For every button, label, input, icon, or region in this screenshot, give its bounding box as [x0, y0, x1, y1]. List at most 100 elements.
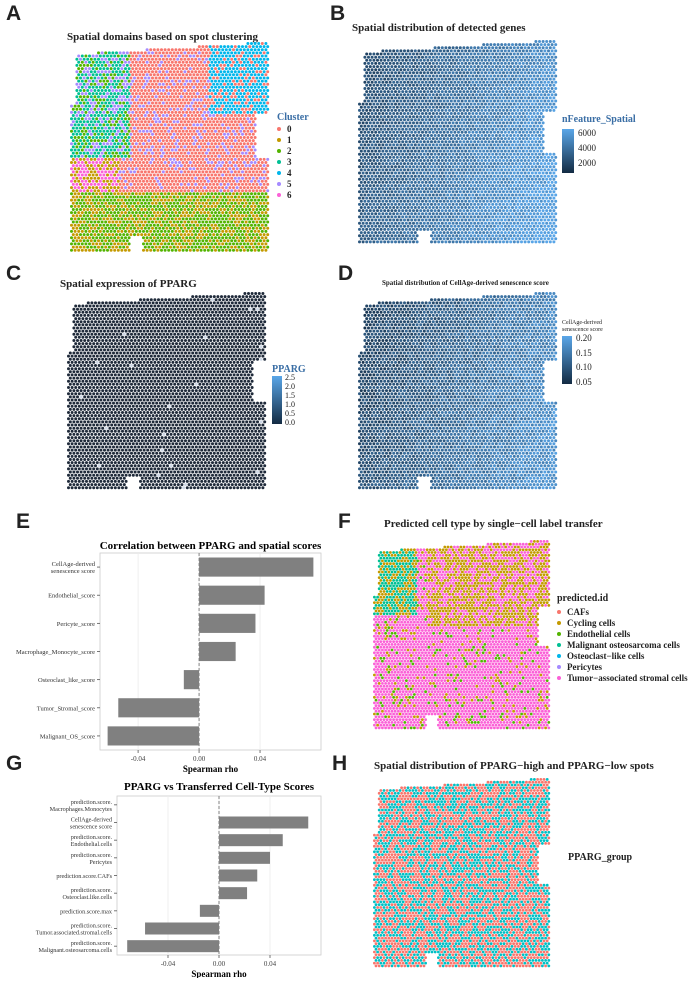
- spatial-map-clusters: [70, 42, 270, 252]
- legend-item: 5: [277, 178, 337, 189]
- legend-detected-genes: nFeature_Spatial 6000 4000 2000: [562, 114, 682, 184]
- legend-swatch: [557, 631, 561, 636]
- legend-swatch: [277, 170, 281, 175]
- spatial-map-senescence: [358, 292, 558, 490]
- legend-label: 5: [287, 179, 292, 189]
- legend-label: Malignant osteosarcoma cells: [567, 640, 680, 650]
- panel-letter-e: E: [16, 510, 30, 534]
- legend-clusters-title: Cluster: [277, 112, 337, 123]
- legend-swatch: [557, 609, 561, 614]
- panel-letter-h: H: [332, 752, 347, 776]
- legend-label: 3: [287, 157, 292, 167]
- bar: [199, 585, 265, 605]
- legend-swatch: [277, 137, 281, 142]
- bar: [219, 869, 258, 882]
- y-tick-label: Pericyte_score: [57, 621, 95, 628]
- legend-swatch: [557, 664, 561, 669]
- legend-swatch: [557, 620, 561, 625]
- spot-grid: [70, 42, 270, 252]
- panel-d-title: Spatial distribution of CellAge-derived …: [382, 279, 549, 287]
- legend-swatch: [557, 642, 561, 647]
- bar: [219, 887, 248, 900]
- bar: [219, 816, 309, 829]
- x-tick-label: 0.00: [193, 755, 206, 763]
- y-tick-label: Malignant_OS_score: [40, 733, 95, 740]
- x-axis-label: Spearman rho: [183, 764, 239, 774]
- bar: [107, 726, 200, 746]
- tick-label: 6000: [578, 128, 596, 138]
- legend-label: Tumor−associated stromal cells: [567, 673, 688, 683]
- legend-label: 4: [287, 168, 292, 178]
- spot-grid: [373, 778, 551, 968]
- bar: [118, 698, 200, 718]
- tick-label: 2.5: [285, 373, 295, 382]
- spatial-map-detected-genes: [358, 40, 558, 244]
- bar-chart-g: PPARG vs Transferred Cell-Type Scores -0.…: [36, 781, 322, 978]
- spot-grid: [373, 540, 551, 730]
- legend-senescence-title: CellAge-derived senescence score: [562, 320, 642, 334]
- legend-swatch: [277, 126, 281, 131]
- x-tick-label: 0.00: [213, 960, 226, 968]
- panel-c-title: Spatial expression of PPARG: [60, 278, 197, 290]
- panel-f-title: Predicted cell type by single−cell label…: [384, 518, 603, 530]
- tick-label: 0.0: [285, 418, 295, 427]
- legend-predicted-id-title: predicted.id: [557, 593, 697, 604]
- panel-letter-b: B: [330, 2, 345, 26]
- bar: [199, 641, 236, 662]
- tick-label: 1.5: [285, 391, 295, 400]
- bar: [219, 851, 270, 864]
- legend-item: 6: [277, 189, 337, 200]
- bar: [145, 922, 219, 935]
- spatial-map-pparg-group: [373, 778, 551, 968]
- bar: [199, 904, 219, 917]
- spot-grid: [358, 40, 558, 244]
- legend-label: 6: [287, 190, 292, 200]
- y-tick-label: CellAge-derived senescence score: [70, 817, 113, 831]
- tick-label: 0.15: [576, 348, 592, 358]
- legend-label: 2: [287, 146, 292, 156]
- legend-item: 3: [277, 156, 337, 167]
- colorbar-detected-genes: [562, 129, 574, 173]
- y-tick-label: prediction.score.max: [60, 908, 113, 915]
- spatial-map-predicted-celltype: [373, 540, 551, 730]
- y-tick-label: prediction.score. Endothelial.cells: [71, 834, 113, 848]
- tick-label: 1.0: [285, 400, 295, 409]
- legend-pparg-group-title: PPARG_group: [568, 852, 632, 863]
- legend-swatch: [557, 675, 561, 680]
- spot-grid: [358, 292, 558, 490]
- legend-predicted-id: predicted.id CAFs Cycling cells Endothelia…: [557, 593, 697, 683]
- y-tick-label: prediction.score. Osteoclast.like.cells: [63, 887, 113, 901]
- y-tick-label: Endothelial_score: [48, 593, 95, 600]
- legend-swatch: [277, 148, 281, 153]
- panel-h-title: Spatial distribution of PPARG−high and P…: [374, 760, 654, 772]
- x-tick-label: -0.04: [131, 755, 146, 763]
- tick-label: 2.0: [285, 382, 295, 391]
- chart-title: Correlation between PPARG and spatial sc…: [100, 540, 322, 552]
- legend-item: 1: [277, 134, 337, 145]
- legend-detected-genes-title: nFeature_Spatial: [562, 114, 682, 125]
- x-axis-label: Spearman rho: [191, 969, 247, 978]
- legend-label: Cycling cells: [567, 618, 615, 628]
- y-tick-label: prediction.score. Malignant.osteosarcoma.…: [38, 940, 112, 954]
- legend-item: 2: [277, 145, 337, 156]
- bar: [127, 940, 219, 953]
- legend-item: CAFs: [557, 606, 697, 617]
- x-tick-label: 0.04: [254, 755, 267, 763]
- spatial-map-pparg: [67, 292, 267, 490]
- legend-item: 4: [277, 167, 337, 178]
- y-tick-label: Tumor_Stromal_score: [37, 705, 95, 712]
- legend-item: Malignant osteosarcoma cells: [557, 639, 697, 650]
- legend-swatch: [557, 653, 561, 658]
- y-tick-label: prediction.score. Tumor.associated.stroma…: [36, 923, 113, 937]
- legend-pparg-title: PPARG: [272, 364, 332, 375]
- legend-item: Tumor−associated stromal cells: [557, 672, 697, 683]
- legend-swatch: [277, 192, 281, 197]
- panel-a-title: Spatial domains based on spot clustering: [67, 31, 258, 43]
- chart-title: PPARG vs Transferred Cell-Type Scores: [124, 781, 315, 793]
- panel-letter-d: D: [338, 262, 353, 286]
- y-tick-label: CellAge-derived senescence score: [51, 561, 96, 575]
- legend-item: 0: [277, 123, 337, 134]
- panel-b-title: Spatial distribution of detected genes: [352, 22, 526, 34]
- bar: [199, 557, 314, 577]
